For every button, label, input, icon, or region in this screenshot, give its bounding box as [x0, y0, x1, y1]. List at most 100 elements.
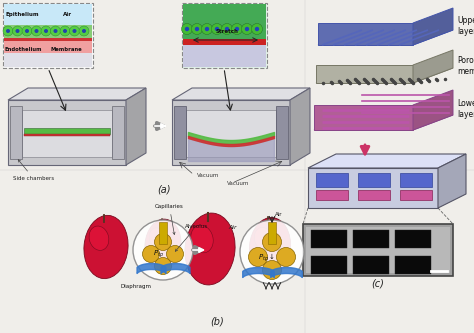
- Circle shape: [235, 27, 239, 31]
- Polygon shape: [316, 190, 348, 200]
- Circle shape: [231, 24, 243, 35]
- Polygon shape: [24, 128, 110, 134]
- Polygon shape: [4, 41, 92, 53]
- Text: $P_{tp}$: $P_{tp}$: [153, 249, 164, 260]
- Ellipse shape: [185, 213, 235, 285]
- Circle shape: [25, 29, 29, 33]
- Text: Air: Air: [63, 12, 72, 17]
- Circle shape: [12, 26, 22, 36]
- Circle shape: [185, 27, 189, 31]
- Polygon shape: [316, 68, 453, 83]
- Circle shape: [60, 26, 70, 36]
- Polygon shape: [400, 173, 432, 187]
- Circle shape: [133, 220, 193, 280]
- Circle shape: [221, 24, 233, 35]
- Circle shape: [240, 220, 304, 284]
- Circle shape: [276, 247, 295, 266]
- Circle shape: [225, 27, 229, 31]
- Circle shape: [201, 24, 212, 35]
- Ellipse shape: [145, 219, 181, 271]
- Polygon shape: [290, 88, 310, 165]
- Polygon shape: [172, 88, 310, 100]
- Circle shape: [16, 29, 19, 33]
- Polygon shape: [4, 25, 92, 38]
- Text: Lower
layer: Lower layer: [457, 99, 474, 119]
- Polygon shape: [8, 100, 126, 165]
- Polygon shape: [314, 115, 453, 130]
- Circle shape: [166, 245, 183, 262]
- Circle shape: [31, 26, 42, 36]
- Polygon shape: [316, 173, 348, 187]
- Circle shape: [3, 26, 13, 36]
- Polygon shape: [10, 106, 22, 159]
- Polygon shape: [159, 222, 167, 244]
- Circle shape: [155, 257, 172, 274]
- Circle shape: [143, 245, 159, 262]
- Polygon shape: [183, 39, 266, 45]
- Text: (c): (c): [372, 278, 384, 288]
- Polygon shape: [311, 256, 347, 274]
- Text: Porous
membrane: Porous membrane: [457, 56, 474, 76]
- Polygon shape: [395, 256, 431, 274]
- Text: Capillaries: Capillaries: [155, 204, 184, 234]
- Polygon shape: [8, 88, 146, 100]
- Polygon shape: [318, 30, 453, 45]
- Ellipse shape: [191, 225, 213, 253]
- Text: Side chambers: Side chambers: [13, 160, 54, 181]
- Circle shape: [54, 29, 57, 33]
- Polygon shape: [413, 8, 453, 45]
- Polygon shape: [4, 4, 92, 25]
- Circle shape: [70, 26, 80, 36]
- Polygon shape: [22, 110, 112, 157]
- Polygon shape: [353, 256, 389, 274]
- Circle shape: [63, 29, 67, 33]
- Circle shape: [79, 26, 89, 36]
- Text: (a): (a): [157, 185, 171, 195]
- Circle shape: [263, 232, 282, 251]
- Circle shape: [211, 24, 222, 35]
- Circle shape: [191, 24, 202, 35]
- Polygon shape: [186, 110, 276, 157]
- Polygon shape: [112, 106, 124, 159]
- Circle shape: [155, 233, 172, 250]
- Text: Vacuum: Vacuum: [197, 173, 219, 178]
- Text: Alveolus: Alveolus: [175, 224, 208, 251]
- Circle shape: [182, 24, 192, 35]
- Polygon shape: [183, 4, 266, 39]
- Text: Air: Air: [275, 212, 283, 217]
- Polygon shape: [276, 106, 288, 159]
- Polygon shape: [318, 23, 413, 45]
- Polygon shape: [413, 50, 453, 83]
- Text: Endothelium: Endothelium: [5, 47, 43, 52]
- Circle shape: [195, 27, 199, 31]
- Polygon shape: [306, 227, 450, 273]
- Circle shape: [82, 29, 86, 33]
- Circle shape: [252, 24, 263, 35]
- Polygon shape: [4, 38, 92, 41]
- Ellipse shape: [249, 217, 291, 276]
- Polygon shape: [308, 168, 438, 208]
- Circle shape: [41, 26, 51, 36]
- Polygon shape: [182, 3, 267, 68]
- Circle shape: [245, 27, 249, 31]
- Circle shape: [241, 24, 253, 35]
- Polygon shape: [413, 90, 453, 130]
- Circle shape: [255, 27, 259, 31]
- Ellipse shape: [254, 227, 273, 250]
- Ellipse shape: [84, 215, 128, 279]
- Polygon shape: [316, 65, 413, 83]
- Circle shape: [215, 27, 219, 31]
- Polygon shape: [24, 134, 110, 136]
- Circle shape: [73, 29, 76, 33]
- Circle shape: [35, 29, 38, 33]
- Polygon shape: [268, 222, 276, 244]
- Text: Epithelium: Epithelium: [6, 12, 39, 17]
- Text: Diaphragm: Diaphragm: [121, 284, 152, 289]
- Circle shape: [263, 260, 282, 279]
- Text: Vacuum: Vacuum: [227, 181, 249, 186]
- Circle shape: [205, 27, 209, 31]
- Polygon shape: [358, 190, 390, 200]
- Text: $P_{tp}\downarrow$: $P_{tp}\downarrow$: [258, 252, 275, 264]
- Polygon shape: [183, 45, 266, 67]
- Polygon shape: [400, 190, 432, 200]
